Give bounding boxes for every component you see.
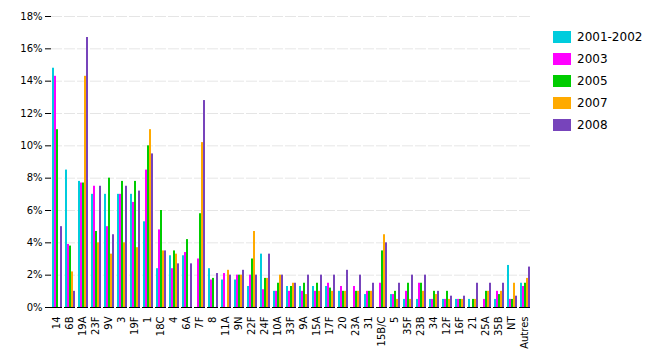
svg-text:6%: 6% bbox=[27, 205, 43, 216]
svg-text:7F: 7F bbox=[194, 316, 205, 328]
html-text:2008: 2008 bbox=[577, 118, 608, 132]
svg-text:3: 3 bbox=[116, 317, 127, 323]
svg-text:34: 34 bbox=[428, 317, 439, 330]
svg-text:8: 8 bbox=[207, 317, 218, 323]
svg-text:25A: 25A bbox=[480, 316, 491, 336]
svg-text:35B: 35B bbox=[493, 316, 504, 336]
svg-text:9V: 9V bbox=[103, 316, 114, 329]
svg-text:1: 1 bbox=[142, 317, 153, 323]
svg-text:19F: 19F bbox=[129, 316, 140, 335]
svg-text:22F: 22F bbox=[246, 316, 257, 335]
html-text:2001-2002: 2001-2002 bbox=[577, 30, 643, 44]
html-text:2007: 2007 bbox=[577, 96, 608, 110]
svg-text:4%: 4% bbox=[27, 237, 43, 248]
html-text:2005: 2005 bbox=[577, 74, 608, 88]
svg-text:15B/C: 15B/C bbox=[376, 316, 387, 346]
svg-text:6B: 6B bbox=[64, 316, 75, 329]
svg-text:19A: 19A bbox=[77, 316, 88, 336]
svg-text:10%: 10% bbox=[20, 140, 42, 151]
svg-text:31: 31 bbox=[363, 317, 374, 330]
svg-text:18%: 18% bbox=[20, 11, 42, 22]
svg-text:24F: 24F bbox=[259, 316, 270, 335]
svg-text:23B: 23B bbox=[415, 316, 426, 336]
svg-text:2%: 2% bbox=[27, 269, 43, 280]
svg-text:4: 4 bbox=[168, 317, 179, 323]
svg-text:16F: 16F bbox=[454, 316, 465, 335]
svg-text:16%: 16% bbox=[20, 43, 42, 54]
svg-text:23F: 23F bbox=[90, 316, 101, 335]
svg-text:10A: 10A bbox=[272, 316, 283, 336]
svg-text:14: 14 bbox=[51, 317, 62, 330]
svg-text:20: 20 bbox=[337, 317, 348, 330]
svg-text:6A: 6A bbox=[181, 316, 192, 329]
html-text:2003: 2003 bbox=[577, 52, 608, 66]
svg-text:12%: 12% bbox=[20, 108, 42, 119]
svg-text:23A: 23A bbox=[350, 316, 361, 336]
svg-text:12F: 12F bbox=[441, 316, 452, 335]
svg-text:18C: 18C bbox=[155, 316, 166, 336]
svg-text:33F: 33F bbox=[285, 316, 296, 335]
svg-text:9A: 9A bbox=[298, 316, 309, 329]
svg-text:17F: 17F bbox=[324, 316, 335, 335]
svg-text:NT: NT bbox=[506, 316, 517, 330]
svg-text:0%: 0% bbox=[27, 302, 43, 313]
svg-text:8%: 8% bbox=[27, 172, 43, 183]
svg-text:11A: 11A bbox=[220, 316, 231, 336]
svg-text:5: 5 bbox=[389, 317, 400, 323]
svg-text:9N: 9N bbox=[233, 317, 244, 331]
svg-text:Autres: Autres bbox=[519, 317, 530, 349]
svg-text:14%: 14% bbox=[20, 75, 42, 86]
svg-text:21: 21 bbox=[467, 317, 478, 330]
svg-text:35F: 35F bbox=[402, 316, 413, 335]
svg-text:15A: 15A bbox=[311, 316, 322, 336]
